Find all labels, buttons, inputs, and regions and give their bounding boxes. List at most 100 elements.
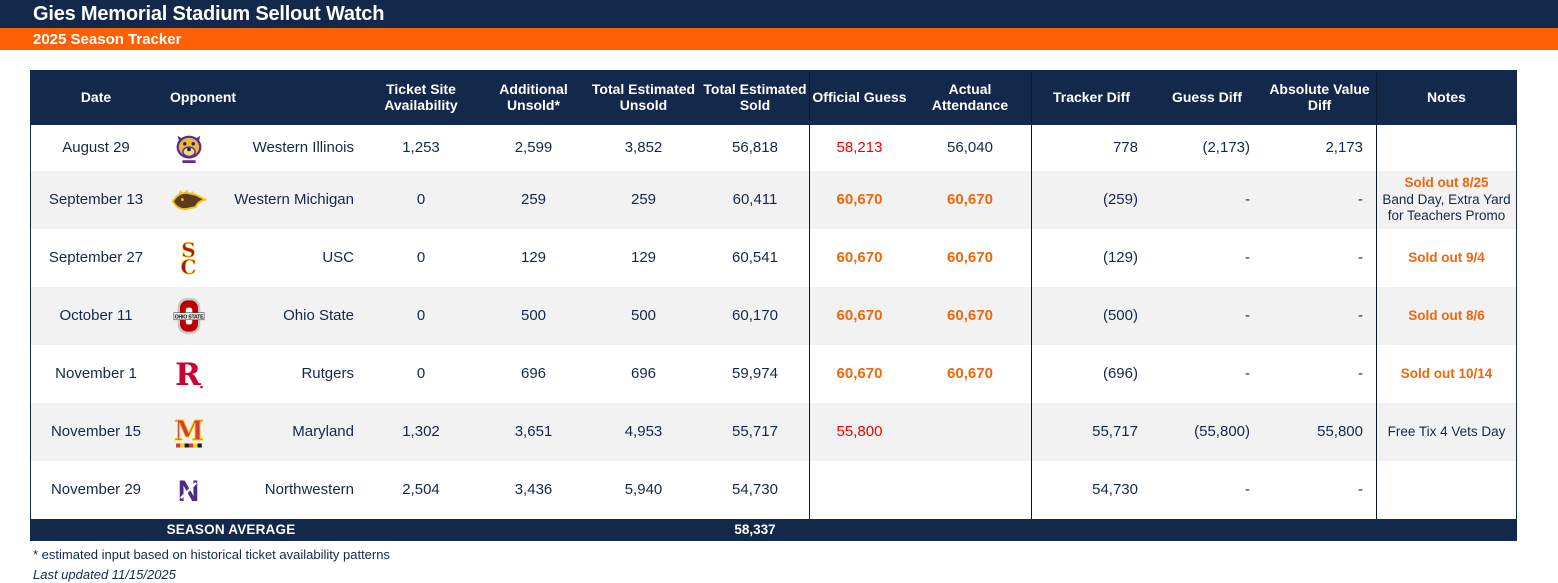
table-row: September 13 Western Michigan 0 259 259 … [31,171,1516,229]
actual-attendance-value [909,403,1031,461]
actual-attendance-value: 60,670 [947,365,993,383]
tracker-diff-value: (696) [1031,345,1151,403]
game-date: August 29 [62,139,130,157]
col-header-actual-attendance: Actual Attendance [931,81,1009,113]
tracker-diff-value: (129) [1031,229,1151,287]
team-logo-cell [161,125,216,171]
footnote-estimate: * estimated input based on historical ti… [33,547,390,562]
note-detail-text: Band Day, Extra Yard for Teachers Promo [1382,191,1511,224]
total-estimated-sold-value: 60,541 [732,249,778,267]
game-date: October 11 [59,307,133,325]
guess-diff-value: - [1245,365,1250,383]
svg-text:R: R [175,357,201,391]
col-header-notes: Notes [1376,71,1516,125]
total-estimated-unsold-value: 5,940 [624,481,663,499]
actual-attendance-value: 56,040 [947,139,993,157]
sellout-tracker-table: Date Opponent Ticket Site Availability A… [30,70,1517,541]
notes-cell: Sold out 10/14 [1376,345,1516,403]
official-guess-value: 60,670 [809,229,909,287]
team-logo-cell: R [161,345,216,403]
col-header-opponent: Opponent [170,89,237,106]
western-illinois-logo [173,131,205,165]
table-row: November 1 R Rutgers 0 696 696 59,974 60… [31,345,1516,403]
ticket-site-availability-value: 0 [416,249,426,267]
note-sellout-text: Sold out 10/14 [1400,365,1493,381]
guess-diff-value: - [1245,191,1250,209]
abs-value-diff-value: - [1358,191,1363,209]
abs-value-diff-value: 55,800 [1317,423,1363,441]
total-estimated-sold-value: 56,818 [732,139,778,157]
opponent-name: Ohio State [283,307,354,325]
note-sellout-text: Sold out 8/6 [1408,307,1485,323]
subtitle-bar: 2025 Season Tracker [0,28,1558,50]
table-header-row: Date Opponent Ticket Site Availability A… [31,71,1516,125]
col-header-official-guess: Official Guess [809,71,909,125]
notes-cell: Sold out 8/6 [1376,287,1516,345]
opponent-name: USC [322,249,354,267]
abs-value-diff-value: - [1358,249,1363,267]
tracker-diff-value: 55,717 [1031,403,1151,461]
svg-text:C: C [181,255,197,277]
footnote-last-updated: Last updated 11/15/2025 [33,567,176,582]
official-guess-value: 60,670 [809,345,909,403]
col-header-total-sold: Total Estimated Sold [703,81,807,113]
total-estimated-sold-value: 55,717 [732,423,778,441]
table-row: November 15 M Maryland 1,302 3,651 4,953… [31,403,1516,461]
tracker-diff-value: 778 [1031,125,1151,171]
total-estimated-sold-value: 59,974 [732,365,778,383]
additional-unsold-value: 129 [520,249,547,267]
note-sellout-text: Sold out 9/4 [1408,249,1485,265]
team-logo-cell [161,171,216,229]
total-estimated-unsold-value: 4,953 [624,423,663,441]
table-row: August 29 Western Illinois 1,253 2,599 3… [31,125,1516,171]
game-date: September 27 [48,249,144,267]
ticket-site-availability-value: 0 [416,365,426,383]
official-guess-value [809,461,909,519]
opponent-name: Rutgers [301,365,354,383]
northwestern-logo: N [176,474,201,507]
official-guess-value: 55,800 [809,403,909,461]
abs-value-diff-value: - [1358,481,1363,499]
actual-attendance-value: 60,670 [947,249,993,267]
svg-text:M: M [174,416,204,447]
col-header-abs-value-diff: Absolute Value Diff [1269,81,1370,113]
abs-value-diff-value: - [1358,307,1363,325]
tracker-diff-value: (500) [1031,287,1151,345]
western-michigan-logo [171,187,207,213]
game-date: November 29 [50,481,142,499]
ticket-site-availability-value: 2,504 [402,481,440,499]
official-guess-value: 60,670 [809,287,909,345]
season-average-row: SEASON AVERAGE 58,337 [31,519,1516,540]
additional-unsold-value: 259 [520,191,547,209]
notes-cell: Sold out 8/25 Band Day, Extra Yard for T… [1376,171,1516,229]
tracker-diff-value: 54,730 [1031,461,1151,519]
col-header-guess-diff: Guess Diff [1171,89,1242,106]
guess-diff-value: (2,173) [1202,139,1250,157]
title-bar: Gies Memorial Stadium Sellout Watch [0,0,1558,28]
team-logo-cell: N [161,461,216,519]
guess-diff-value: - [1245,307,1250,325]
total-estimated-unsold-value: 696 [630,365,657,383]
official-guess-value: 58,213 [809,125,909,171]
game-date: November 15 [50,423,142,441]
table-row: November 29 N Northwestern 2,504 3,436 5… [31,461,1516,519]
guess-diff-value: (55,800) [1194,423,1250,441]
actual-attendance-value [909,461,1031,519]
additional-unsold-value: 3,436 [514,481,553,499]
total-estimated-sold-value: 60,170 [732,307,778,325]
table-body: August 29 Western Illinois 1,253 2,599 3… [31,125,1516,519]
abs-value-diff-value: - [1358,365,1363,383]
opponent-name: Western Michigan [234,191,354,209]
guess-diff-value: - [1245,249,1250,267]
ticket-site-availability-value: 1,302 [402,423,440,441]
col-header-tracker-diff: Tracker Diff [1031,71,1151,125]
notes-cell [1376,461,1516,519]
total-estimated-unsold-value: 500 [630,307,657,325]
tracker-diff-value: (259) [1031,171,1151,229]
note-sellout-text: Sold out 8/25 [1404,175,1489,191]
total-estimated-unsold-value: 129 [630,249,657,267]
opponent-name: Maryland [292,423,354,441]
opponent-name: Northwestern [264,481,354,499]
table-row: October 11 OHIO STATE Ohio State 0 500 5… [31,287,1516,345]
